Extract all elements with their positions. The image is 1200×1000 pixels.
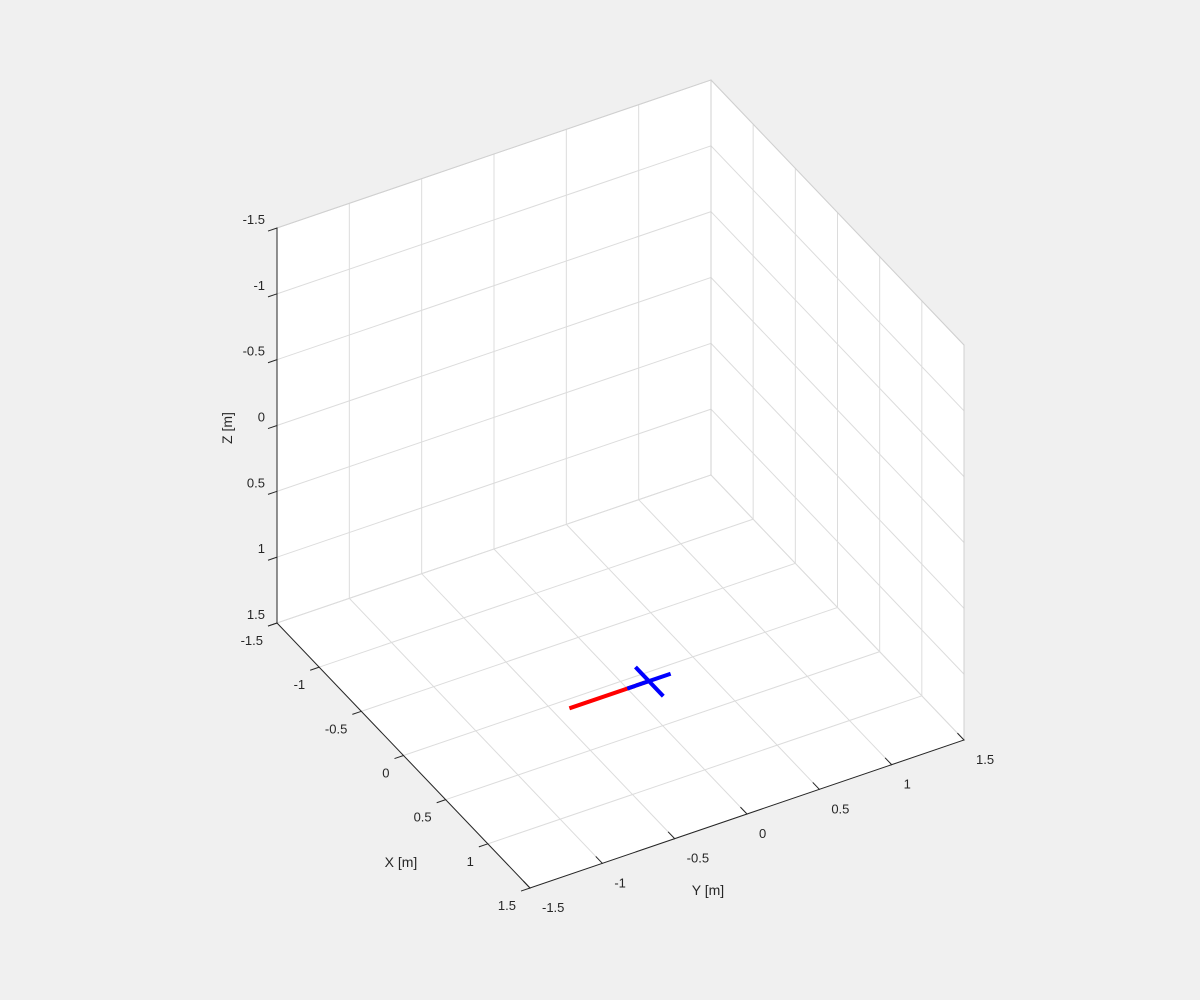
grid-line-z-back: [276, 145, 712, 295]
x-tick: [352, 710, 362, 715]
grid-line-y-floor: [565, 523, 821, 791]
z-tick-label: 1: [258, 541, 265, 556]
z-tick: [267, 556, 278, 561]
series-line-2: [634, 665, 665, 698]
x-tick: [520, 887, 531, 892]
y-tick: [740, 806, 748, 815]
y-tick: [595, 856, 604, 865]
side-top-edge: [710, 79, 965, 346]
grid-line-z-back: [276, 408, 712, 558]
grid-line-z-side: [710, 145, 965, 412]
grid-line-z-back: [276, 342, 712, 492]
grid-lines: [276, 79, 965, 889]
z-tick: [267, 293, 278, 298]
x-tick-label: 1: [467, 854, 474, 869]
grid-line-z-side: [710, 210, 965, 478]
y-tick-label: -0.5: [687, 851, 709, 866]
y-axis-label: Y [m]: [692, 882, 724, 898]
x-tick-label: -0.5: [325, 721, 347, 736]
y-tick: [812, 782, 821, 791]
x-tick: [478, 843, 489, 848]
y-tick-label: 0: [759, 826, 766, 841]
grid-line-z-side: [710, 408, 965, 675]
data-series: [568, 665, 672, 711]
z-tick: [267, 359, 278, 364]
x-tick-label: 0.5: [414, 810, 432, 825]
grid-line-y-floor: [493, 548, 748, 815]
x-tick: [394, 754, 405, 760]
x-tick: [310, 666, 320, 671]
axes-panes: [277, 80, 964, 888]
grid-line-z-back: [276, 276, 712, 427]
y-tick-label: 0.5: [831, 801, 849, 816]
x-tick-label: -1.5: [241, 633, 263, 648]
back-top-edge: [276, 79, 712, 229]
grid-line-z-side: [710, 474, 965, 741]
grid-line-z-back: [276, 474, 712, 624]
y-tick-label: -1.5: [542, 900, 564, 915]
grid-line-y-floor: [420, 572, 676, 840]
y-tick-label: 1: [904, 777, 911, 792]
grid-line-z-side: [710, 276, 965, 544]
grid-line-y-floor: [348, 597, 604, 865]
y-tick: [523, 880, 531, 889]
x-tick-label: 0: [382, 766, 389, 781]
z-tick-label: -1: [253, 278, 265, 293]
x-axis-label: X [m]: [385, 854, 418, 870]
x-tick-label: 1.5: [498, 898, 516, 913]
z-tick: [267, 490, 278, 495]
z-tick-label: 0: [258, 410, 265, 425]
y-tick: [957, 732, 965, 741]
z-tick-label: 0.5: [247, 475, 265, 490]
z-tick: [267, 227, 278, 232]
x-tick: [436, 799, 447, 804]
z-tick-label: 1.5: [247, 607, 265, 622]
z-tick-label: -1.5: [243, 212, 265, 227]
x-tick-label: -1: [294, 677, 306, 692]
y-tick-label: -1: [614, 875, 626, 890]
y-tick-label: 1.5: [976, 752, 994, 767]
z-tick: [267, 622, 278, 627]
grid-line-z-back: [276, 211, 712, 361]
tick-marks: [267, 227, 965, 892]
grid-line-y-floor: [637, 498, 893, 766]
y-tick: [884, 757, 893, 766]
y-tick: [667, 831, 676, 840]
z-axis-label: Z [m]: [219, 412, 235, 444]
z-tick-label: -0.5: [243, 344, 265, 359]
tick-labels: -1.5 -1 -0.5 0 0.5 1 1.5 -1.5 -1 -0.5 0 0.5 1 1.5 -1.5…: [241, 212, 994, 915]
z-tick: [267, 424, 278, 430]
grid-line-z-side: [710, 342, 965, 610]
